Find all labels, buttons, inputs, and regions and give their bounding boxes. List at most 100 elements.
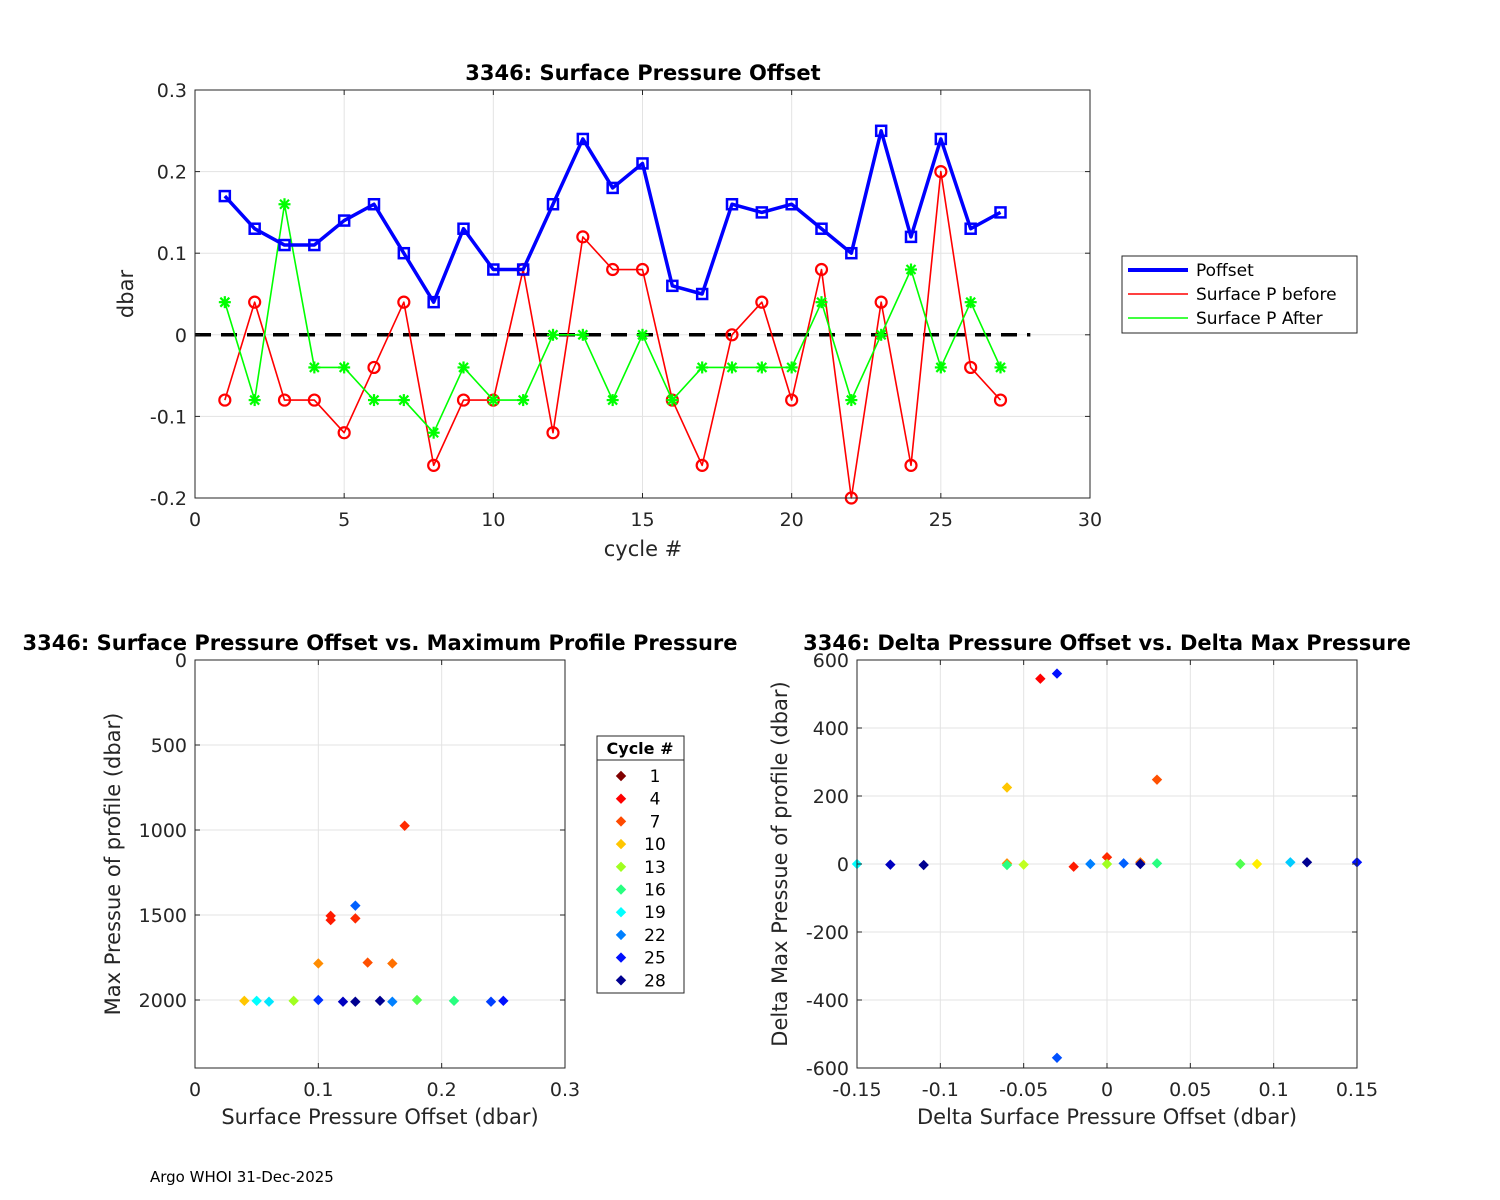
surface-after-point	[755, 361, 768, 374]
legend-surface-before-label: Surface P before	[1196, 285, 1337, 305]
bottom-right-ticks: -0.15 -0.1 -0.05 0 0.05 0.1 0.15 -600 -400 -200 0 2…	[806, 650, 1378, 1101]
bottom-left-xtick-label: 0.1	[303, 1079, 333, 1101]
max-pressure-point	[263, 996, 275, 1007]
top-ytick-label: -0.2	[150, 488, 187, 510]
max-pressure-point	[239, 995, 250, 1007]
max-pressure-point	[399, 820, 410, 831]
bottom-left-y-axis-label: Max Pressue of profile (dbar)	[101, 713, 125, 1016]
delta-point	[1051, 1052, 1063, 1064]
top-xtick-label: 25	[929, 509, 953, 531]
bottom-left-xtick-label: 0	[189, 1079, 201, 1101]
surface-after-point	[666, 394, 679, 407]
cycle-legend-label-10: 10	[644, 835, 666, 855]
bottom-right-x-axis-label: Delta Surface Pressure Offset (dbar)	[917, 1105, 1297, 1129]
bottom-left-plot-frame	[194, 659, 566, 1069]
max-pressure-point	[313, 958, 324, 969]
top-ytick-label: 0.2	[157, 162, 187, 184]
bottom-right-points	[851, 668, 1363, 1064]
star-stroke	[279, 198, 290, 210]
top-ytick-label: 0.3	[157, 80, 187, 102]
max-pressure-point	[448, 995, 460, 1007]
bottom-left-points	[239, 820, 509, 1007]
max-pressure-point	[362, 957, 373, 968]
bottom-right-xtick-label: -0.05	[999, 1079, 1048, 1101]
surface-after-point	[487, 394, 500, 407]
poffset-point	[845, 246, 858, 260]
surface-after-point	[457, 361, 470, 374]
surface-before-point	[785, 393, 799, 407]
surface-after-point	[934, 361, 947, 374]
star-stroke	[637, 329, 648, 341]
cycle-legend-marker-10	[615, 838, 627, 850]
bottom-right-plot: -0.15 -0.1 -0.05 0 0.05 0.1 0.15 -600 -400 -200 0 2…	[768, 631, 1411, 1129]
delta-point	[1251, 858, 1263, 870]
bottom-right-ytick-label: 0	[837, 854, 849, 876]
poffset-point	[934, 132, 948, 146]
surface-after-point	[427, 426, 440, 439]
max-pressure-point	[485, 996, 497, 1007]
star-stroke	[726, 362, 738, 373]
star-stroke	[547, 329, 559, 341]
cycle-legend-label-7: 7	[650, 812, 661, 832]
surface-after-point	[636, 328, 649, 341]
surface-before-point	[337, 426, 351, 440]
poffset-point	[695, 287, 709, 301]
surface-after-point	[338, 361, 351, 374]
poffset-point	[964, 222, 977, 235]
surface-after-point	[308, 361, 321, 374]
surface-before-point	[218, 393, 232, 407]
delta-point	[1118, 858, 1129, 869]
star-stroke	[249, 394, 260, 406]
surface-before-point	[606, 262, 620, 277]
poffset-point	[516, 263, 530, 276]
bottom-left-ytick-label: 500	[151, 735, 187, 757]
surface-before-point	[546, 426, 560, 440]
max-pressure-point	[387, 958, 398, 969]
surface-before-point	[814, 262, 829, 277]
poffset-point	[248, 222, 261, 235]
surface-before-point	[934, 165, 948, 179]
top-ytick-label: 0.1	[157, 243, 187, 265]
surface-after-point	[397, 394, 410, 407]
surface-after-point	[845, 394, 858, 407]
surface-before-point	[635, 262, 650, 277]
max-pressure-point	[325, 914, 336, 926]
top-y-axis-label: dbar	[114, 270, 138, 319]
poffset-point	[427, 295, 440, 309]
bottom-left-ytick-label: 0	[175, 650, 187, 672]
poffset-point	[278, 238, 291, 252]
top-xtick-label: 5	[338, 509, 350, 531]
delta-point	[885, 859, 896, 870]
bottom-left-ytick-label: 2000	[139, 990, 187, 1012]
surface-before-point	[993, 393, 1008, 407]
bottom-right-xtick-label: 0.15	[1336, 1079, 1378, 1101]
cycle-legend-marker-22	[615, 929, 627, 941]
surface-after-point	[517, 394, 530, 407]
top-plot: 0 5 10 15 20 25 30 -0.2 -0.1 0 0.1 0.2 0.3 3346: Sur…	[114, 61, 1358, 561]
surface-after-point	[875, 328, 888, 341]
bottom-right-ytick-label: 200	[813, 786, 849, 808]
cycle-legend-marker-19	[615, 906, 627, 918]
bottom-right-xtick-label: 0	[1101, 1079, 1113, 1101]
poffset-point	[576, 132, 590, 146]
max-pressure-point	[337, 996, 349, 1007]
cycle-legend-label-19: 19	[644, 903, 666, 923]
top-xtick-label: 10	[481, 509, 505, 531]
surface-after-point	[278, 198, 291, 211]
bottom-left-xtick-label: 0.3	[550, 1079, 580, 1101]
delta-point	[1151, 858, 1163, 869]
cycle-legend-label-16: 16	[644, 881, 666, 901]
delta-point	[1235, 858, 1246, 870]
surface-after-point	[576, 328, 589, 341]
star-stroke	[995, 362, 1006, 373]
cycle-legend-label-4: 4	[650, 790, 661, 810]
star-stroke	[905, 264, 917, 275]
legend-surface-after-label: Surface P After	[1196, 309, 1323, 329]
star-stroke	[488, 394, 499, 406]
star-stroke	[696, 362, 708, 373]
poffset-point	[725, 197, 739, 211]
max-pressure-point	[350, 900, 361, 911]
bottom-right-xtick-label: 0.1	[1259, 1079, 1289, 1101]
surface-after-point	[547, 328, 559, 341]
